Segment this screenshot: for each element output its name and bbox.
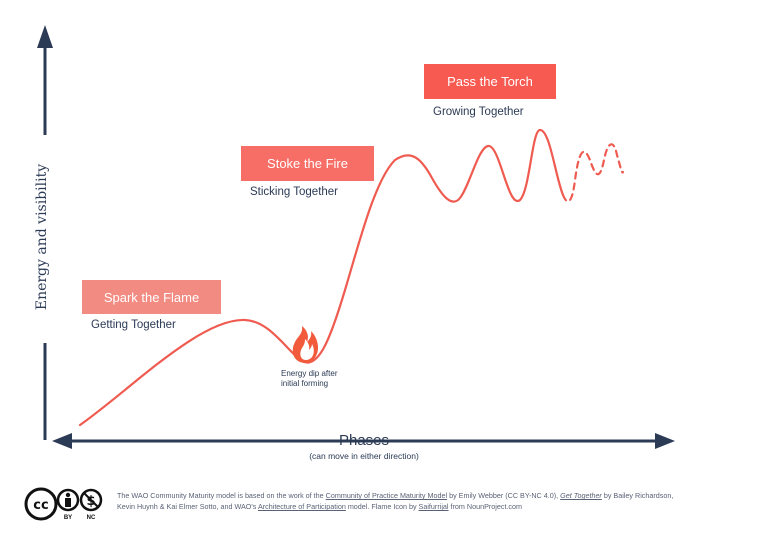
x-axis-right-arrowhead: [655, 433, 675, 449]
energy-curve: [78, 128, 565, 427]
link-cop-maturity-model[interactable]: Community of Practice Maturity Model: [325, 491, 448, 500]
energy-curve-dashed: [561, 143, 625, 203]
credits-text-6: from NounProject.com: [448, 502, 523, 511]
by-icon: [56, 488, 80, 512]
svg-text:cc: cc: [33, 498, 48, 513]
stage-title: Pass the Torch: [447, 74, 533, 89]
license-by-label: BY: [64, 515, 72, 521]
x-axis-sublabel: (can move in either direction): [309, 451, 419, 461]
license-nc-label: NC: [87, 515, 96, 521]
svg-text:$: $: [86, 494, 95, 509]
stage-title: Spark the Flame: [103, 289, 200, 305]
stage-title: Stoke the Fire: [267, 156, 348, 171]
credits-text-3: by Bailey Richardson,: [601, 491, 674, 500]
stage-stoke-the-fire: Stoke the Fire: [241, 146, 374, 181]
stage-subtitle-getting-together: Getting Together: [91, 319, 176, 331]
x-axis-label: Phases: [338, 432, 390, 449]
y-axis-arrowhead: [37, 25, 53, 48]
link-architecture-of-participation[interactable]: Architecture of Participation: [257, 502, 346, 511]
link-get-together[interactable]: Get Together: [560, 491, 602, 500]
credits-text-1: The WAO Community Maturity model is base…: [117, 491, 326, 500]
footer-credits: The WAO Community Maturity model is base…: [117, 490, 757, 512]
stage-subtitle-growing-together: Growing Together: [433, 106, 524, 118]
x-axis-left-arrowhead: [52, 433, 72, 449]
dip-line-2: initial forming: [281, 379, 329, 388]
credits-text-4: Kevin Huynh & Kai Elmer Sotto, and WAO's: [117, 502, 258, 511]
stage-spark-the-flame: Spark the Flame: [82, 280, 221, 314]
credits-text-2: by Emily Webber (CC BY-NC 4.0),: [447, 491, 561, 500]
stage-pass-the-torch: Pass the Torch: [424, 64, 556, 99]
stage-subtitle-sticking-together: Sticking Together: [250, 186, 339, 198]
credits-text-5: model. Flame Icon by: [345, 502, 419, 511]
energy-dip-annotation: Energy dip after initial forming: [281, 369, 361, 389]
flame-icon: [292, 326, 319, 363]
link-saifurrijal[interactable]: Saifurrijal: [418, 502, 449, 511]
cc-icon: cc: [24, 487, 58, 521]
y-axis-label: Energy and visibility: [34, 163, 50, 311]
nc-icon: $: [79, 488, 103, 512]
dip-line-1: Energy dip after: [281, 369, 338, 378]
